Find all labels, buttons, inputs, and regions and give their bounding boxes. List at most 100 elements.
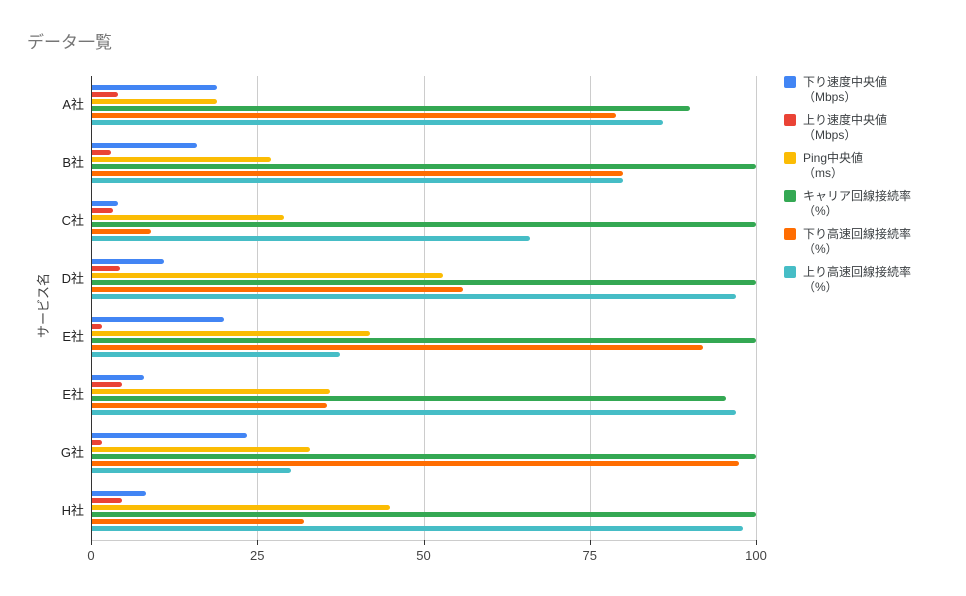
bar[interactable] bbox=[92, 150, 111, 155]
legend-label-name: 上り高速回線接続率 bbox=[803, 265, 912, 279]
bar[interactable] bbox=[92, 294, 737, 299]
x-axis-tick bbox=[91, 540, 92, 545]
legend-swatch-icon bbox=[784, 114, 796, 126]
bar[interactable] bbox=[92, 410, 737, 415]
bar[interactable] bbox=[92, 215, 284, 220]
chart-title: データ一覧 bbox=[27, 33, 112, 52]
bar[interactable] bbox=[92, 85, 218, 90]
x-tick-label: 75 bbox=[582, 548, 597, 563]
bar[interactable] bbox=[92, 491, 146, 496]
legend-label: キャリア回線接続率 （%） bbox=[803, 189, 959, 219]
x-tick-label: 0 bbox=[87, 548, 95, 563]
legend-item[interactable]: 上り高速回線接続率 （%） bbox=[784, 265, 959, 295]
category-label: C社 bbox=[61, 213, 84, 228]
x-tick-label: 50 bbox=[416, 548, 431, 563]
legend-label-unit: （%） bbox=[803, 204, 838, 218]
legend-swatch-icon bbox=[784, 76, 796, 88]
legend-item[interactable]: 下り速度中央値 （Mbps） bbox=[784, 75, 959, 105]
bar[interactable] bbox=[92, 317, 224, 322]
x-tick-label: 100 bbox=[745, 548, 767, 563]
bar[interactable] bbox=[92, 389, 331, 394]
bar[interactable] bbox=[92, 440, 103, 445]
legend-swatch-icon bbox=[784, 228, 796, 240]
bar[interactable] bbox=[92, 236, 530, 241]
legend-label-unit: （%） bbox=[803, 242, 838, 256]
bar[interactable] bbox=[92, 106, 690, 111]
x-axis-tick bbox=[756, 540, 757, 545]
bar[interactable] bbox=[92, 171, 623, 176]
bar[interactable] bbox=[92, 512, 756, 517]
gridline bbox=[257, 76, 259, 540]
legend-item[interactable]: Ping中央値 （ms） bbox=[784, 151, 959, 181]
bar[interactable] bbox=[92, 280, 756, 285]
plot-area bbox=[91, 76, 757, 545]
bar[interactable] bbox=[92, 92, 118, 97]
legend-label: Ping中央値 （ms） bbox=[803, 151, 959, 181]
bar[interactable] bbox=[92, 324, 103, 329]
bar[interactable] bbox=[92, 222, 756, 227]
legend-label-unit: （Mbps） bbox=[803, 128, 857, 142]
bar[interactable] bbox=[92, 433, 248, 438]
x-tick-label: 25 bbox=[250, 548, 265, 563]
legend-label-unit: （Mbps） bbox=[803, 90, 857, 104]
bar[interactable] bbox=[92, 99, 218, 104]
x-axis-tick bbox=[257, 540, 259, 545]
y-axis-line bbox=[91, 76, 92, 540]
bar[interactable] bbox=[92, 498, 123, 503]
bar[interactable] bbox=[92, 403, 328, 408]
bar[interactable] bbox=[92, 375, 145, 380]
gridline bbox=[423, 76, 425, 540]
bar[interactable] bbox=[92, 143, 198, 148]
category-label: E社 bbox=[62, 387, 84, 402]
legend-label-unit: （%） bbox=[803, 280, 838, 294]
bar[interactable] bbox=[92, 157, 271, 162]
legend-label-name: 上り速度中央値 bbox=[803, 113, 888, 127]
bar[interactable] bbox=[92, 259, 165, 264]
gridline bbox=[756, 76, 757, 540]
bar[interactable] bbox=[92, 352, 341, 357]
bar[interactable] bbox=[92, 120, 663, 125]
bar[interactable] bbox=[92, 273, 444, 278]
legend-label-name: 下り速度中央値 bbox=[803, 75, 888, 89]
bar[interactable] bbox=[92, 229, 151, 234]
bar[interactable] bbox=[92, 338, 756, 343]
bar[interactable] bbox=[92, 208, 113, 213]
category-label: G社 bbox=[60, 445, 84, 460]
bar[interactable] bbox=[92, 505, 391, 510]
category-label: B社 bbox=[62, 155, 84, 170]
category-label: H社 bbox=[61, 503, 84, 518]
legend-label: 下り高速回線接続率 （%） bbox=[803, 227, 959, 257]
bar[interactable] bbox=[92, 113, 617, 118]
legend-label-name: Ping中央値 bbox=[803, 151, 864, 165]
bar[interactable] bbox=[92, 287, 464, 292]
legend-item[interactable]: キャリア回線接続率 （%） bbox=[784, 189, 959, 219]
bar[interactable] bbox=[92, 201, 118, 206]
legend-label-unit: （ms） bbox=[803, 166, 843, 180]
x-axis-tick bbox=[589, 540, 591, 545]
bar[interactable] bbox=[92, 266, 121, 271]
legend-label: 上り速度中央値 （Mbps） bbox=[803, 113, 959, 143]
legend-item[interactable]: 上り速度中央値 （Mbps） bbox=[784, 113, 959, 143]
legend-swatch-icon bbox=[784, 190, 796, 202]
bar[interactable] bbox=[92, 164, 756, 169]
legend-label: 下り速度中央値 （Mbps） bbox=[803, 75, 959, 105]
bar[interactable] bbox=[92, 447, 311, 452]
bar[interactable] bbox=[92, 526, 743, 531]
bar[interactable] bbox=[92, 454, 756, 459]
category-label: D社 bbox=[61, 271, 84, 286]
bar[interactable] bbox=[92, 178, 623, 183]
category-label: A社 bbox=[62, 97, 84, 112]
legend-label-name: 下り高速回線接続率 bbox=[803, 227, 912, 241]
bar[interactable] bbox=[92, 461, 740, 466]
bar[interactable] bbox=[92, 331, 371, 336]
bar[interactable] bbox=[92, 382, 123, 387]
gridline bbox=[589, 76, 591, 540]
bar[interactable] bbox=[92, 468, 291, 473]
bar[interactable] bbox=[92, 519, 304, 524]
bar[interactable] bbox=[92, 345, 703, 350]
bar[interactable] bbox=[92, 396, 727, 401]
legend-swatch-icon bbox=[784, 266, 796, 278]
legend-label: 上り高速回線接続率 （%） bbox=[803, 265, 959, 295]
legend-item[interactable]: 下り高速回線接続率 （%） bbox=[784, 227, 959, 257]
x-axis-tick bbox=[423, 540, 425, 545]
